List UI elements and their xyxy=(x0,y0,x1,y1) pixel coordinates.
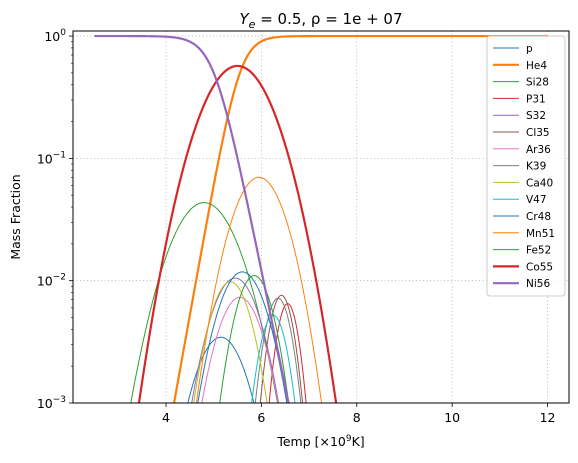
series-line-cr48 xyxy=(197,271,288,403)
y-axis: 10−3 10−2 10−1 100 xyxy=(37,28,73,411)
legend-label: Cl35 xyxy=(526,127,550,139)
legend-box xyxy=(486,35,566,297)
legend-label: P31 xyxy=(526,93,546,105)
y-tick-label: 10−3 xyxy=(37,395,66,411)
x-axis-label: Temp [×109K] xyxy=(276,434,364,449)
legend-label: Ca40 xyxy=(526,177,553,189)
plot-frame xyxy=(72,30,570,404)
y-tick-label: 10−2 xyxy=(37,273,66,289)
series-line-cl35 xyxy=(259,294,304,403)
series-line-ni56 xyxy=(94,34,290,403)
series-line-he4 xyxy=(172,34,548,403)
legend-label: Co55 xyxy=(526,261,553,273)
series-line-co55 xyxy=(137,64,338,403)
legend-label: Ni56 xyxy=(526,278,550,290)
series-line-fe52 xyxy=(219,275,290,403)
series-layer xyxy=(94,34,548,403)
x-tick-label: 6 xyxy=(257,410,265,425)
x-tick-label: 8 xyxy=(353,410,361,425)
legend-label: Cr48 xyxy=(526,211,551,223)
y-tick-label: 100 xyxy=(44,28,66,44)
legend-label: Ar36 xyxy=(526,144,551,156)
y-tick-label: 10−1 xyxy=(37,150,66,166)
legend-label: p xyxy=(526,43,533,55)
series-line-v47 xyxy=(251,314,296,403)
legend-label: Fe52 xyxy=(526,245,551,257)
y-axis-label: Mass Fraction xyxy=(8,174,23,259)
legend-label: S32 xyxy=(526,110,546,122)
series-line-p xyxy=(187,336,255,403)
legend-label: V47 xyxy=(526,194,547,206)
series-line-si28 xyxy=(130,202,279,403)
series-line-s32 xyxy=(191,277,280,403)
series-line-k39 xyxy=(254,297,302,403)
legend: p He4 Si28 P31 S32 Cl35 Ar36 K39 Ca40 V47 Cr48 Mn51… xyxy=(486,35,566,297)
x-tick-label: 10 xyxy=(444,410,460,425)
x-tick-label: 4 xyxy=(162,410,170,425)
x-tick-label: 12 xyxy=(540,410,556,425)
chart-title: Ye = 0.5, ρ = 1e + 07 xyxy=(239,10,402,31)
legend-label: Mn51 xyxy=(526,228,555,240)
x-axis: 4 6 8 10 12 xyxy=(162,403,555,425)
legend-label: He4 xyxy=(526,60,547,72)
legend-label: Si28 xyxy=(526,77,549,89)
legend-label: K39 xyxy=(526,161,546,173)
series-line-mn51 xyxy=(195,176,323,403)
